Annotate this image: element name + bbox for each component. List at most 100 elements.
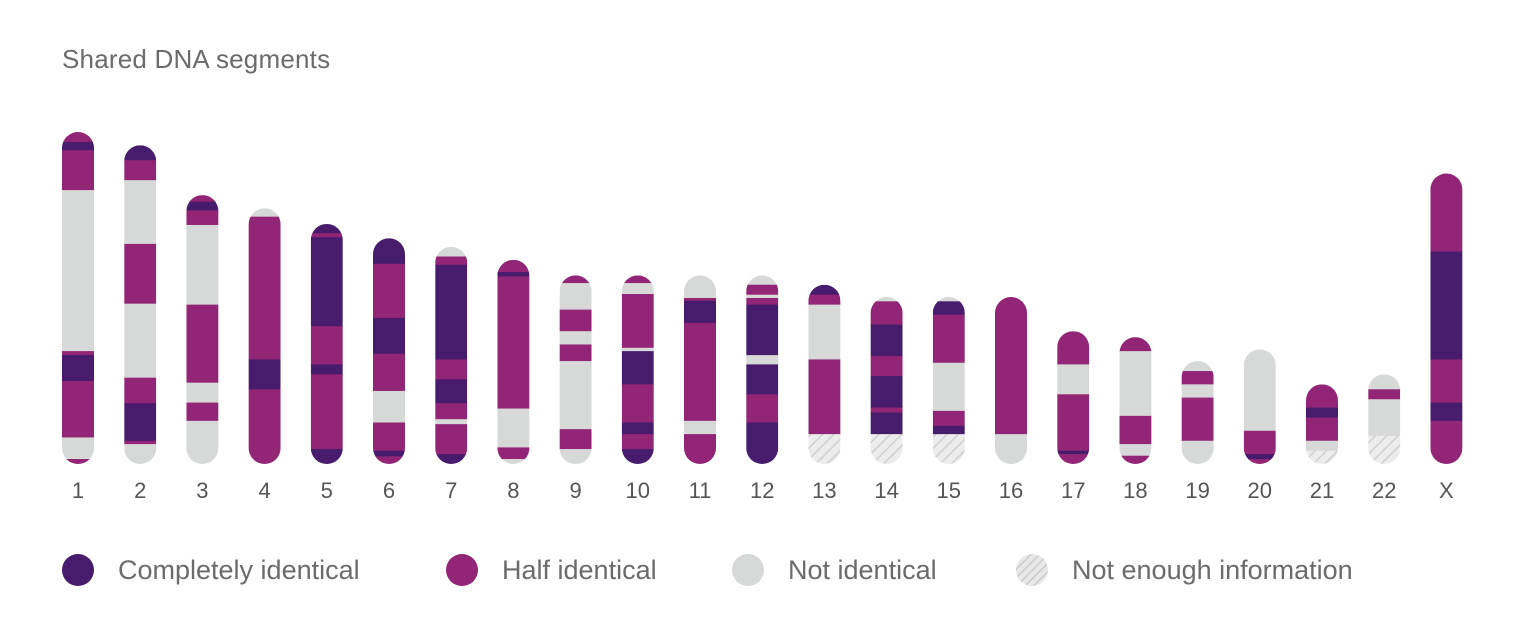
segment-not-identical bbox=[1181, 440, 1214, 464]
x-tick-label: 2 bbox=[134, 478, 146, 503]
legend-label: Completely identical bbox=[118, 554, 360, 585]
segment-not-identical bbox=[808, 304, 841, 360]
segment-half-identical bbox=[310, 374, 343, 450]
legend-swatch-not-enough-information bbox=[1016, 554, 1048, 586]
chromosome-2 bbox=[124, 145, 157, 464]
chromosome-8 bbox=[497, 259, 530, 464]
segment-half-identical bbox=[808, 294, 841, 306]
segment-half-identical bbox=[373, 422, 405, 452]
segment-not-enough-information bbox=[808, 434, 841, 464]
segment-not-identical bbox=[746, 294, 779, 299]
segment-half-identical bbox=[746, 284, 779, 296]
segment-not-identical bbox=[559, 449, 592, 465]
legend-label: Not enough information bbox=[1072, 554, 1353, 585]
segment-not-identical bbox=[559, 361, 592, 430]
segment-half-identical bbox=[373, 353, 405, 392]
segment-half-identical bbox=[1243, 430, 1276, 455]
chromosome-9 bbox=[559, 275, 592, 465]
x-tick-label: 17 bbox=[1061, 478, 1085, 503]
segment-completely-identical bbox=[310, 237, 343, 327]
legend-swatch-completely-identical bbox=[62, 554, 94, 586]
x-tick-label: 7 bbox=[445, 478, 457, 503]
segment-not-identical bbox=[870, 297, 903, 302]
segment-not-identical bbox=[1181, 361, 1214, 372]
segment-not-identical bbox=[435, 246, 468, 257]
segment-completely-identical bbox=[435, 264, 468, 360]
segment-half-identical bbox=[621, 384, 654, 423]
x-tick-label: 18 bbox=[1123, 478, 1147, 503]
segment-completely-identical bbox=[1057, 450, 1090, 455]
x-tick-label: 14 bbox=[874, 478, 898, 503]
segment-completely-identical bbox=[932, 301, 965, 315]
segment-completely-identical bbox=[621, 422, 654, 435]
segment-not-enough-information bbox=[870, 434, 903, 464]
segment-half-identical bbox=[62, 132, 94, 143]
segment-not-identical bbox=[1368, 374, 1401, 390]
segment-half-identical bbox=[1306, 417, 1338, 442]
x-tick-label: 10 bbox=[626, 478, 650, 503]
segment-half-identical bbox=[435, 256, 468, 266]
segment-completely-identical bbox=[435, 454, 468, 464]
segment-not-identical bbox=[124, 444, 157, 464]
segment-half-identical bbox=[497, 447, 530, 460]
x-tick-label: 13 bbox=[812, 478, 836, 503]
segment-not-identical bbox=[684, 275, 716, 299]
segment-completely-identical bbox=[684, 300, 716, 324]
x-tick-label: 9 bbox=[569, 478, 581, 503]
segment-half-identical bbox=[559, 275, 592, 284]
segment-not-identical bbox=[497, 408, 530, 448]
chromosome-21 bbox=[1306, 384, 1338, 465]
segment-completely-identical bbox=[373, 238, 405, 265]
segment-not-enough-information bbox=[1368, 435, 1401, 464]
segment-not-identical bbox=[932, 362, 965, 412]
segment-completely-identical bbox=[746, 364, 779, 395]
segment-not-identical bbox=[559, 283, 592, 311]
legend: Completely identical Half identical Not … bbox=[0, 548, 1522, 592]
legend-item-half-identical: Half identical bbox=[446, 548, 657, 592]
segment-completely-identical bbox=[124, 145, 157, 161]
segment-completely-identical bbox=[808, 284, 841, 296]
segment-completely-identical bbox=[870, 412, 903, 435]
segment-completely-identical bbox=[1430, 251, 1463, 360]
segment-not-identical bbox=[1368, 399, 1401, 437]
segment-half-identical bbox=[1430, 359, 1463, 403]
chromosome-1 bbox=[62, 132, 94, 464]
segment-completely-identical bbox=[497, 272, 530, 277]
segment-half-identical bbox=[62, 351, 94, 356]
segment-completely-identical bbox=[621, 351, 654, 385]
segment-not-identical bbox=[746, 355, 779, 365]
chromosome-15 bbox=[932, 297, 965, 464]
segment-completely-identical bbox=[124, 403, 157, 442]
segment-half-identical bbox=[186, 402, 219, 422]
legend-item-completely-identical: Completely identical bbox=[62, 548, 360, 592]
segment-not-identical bbox=[1057, 364, 1090, 395]
x-tick-label: 1 bbox=[72, 478, 84, 503]
segment-half-identical bbox=[995, 297, 1027, 435]
segment-half-identical bbox=[746, 298, 779, 306]
segment-completely-identical bbox=[932, 425, 965, 435]
segment-half-identical bbox=[248, 216, 281, 360]
segment-not-enough-information bbox=[1306, 450, 1338, 465]
segment-not-identical bbox=[62, 190, 94, 352]
chromosome-11 bbox=[684, 275, 716, 465]
segment-completely-identical bbox=[310, 449, 343, 464]
legend-swatch-half-identical bbox=[446, 554, 478, 586]
segment-not-identical bbox=[932, 297, 965, 302]
segment-half-identical bbox=[746, 394, 779, 423]
segment-completely-identical bbox=[870, 324, 903, 357]
segment-half-identical bbox=[1119, 415, 1152, 445]
segment-half-identical bbox=[124, 440, 157, 445]
segment-half-identical bbox=[1243, 459, 1276, 464]
chart-title: Shared DNA segments bbox=[62, 44, 331, 74]
x-tick-label: 20 bbox=[1248, 478, 1272, 503]
segment-half-identical bbox=[1181, 371, 1214, 385]
segment-half-identical bbox=[621, 434, 654, 450]
segment-not-identical bbox=[62, 437, 94, 460]
x-tick-label: 5 bbox=[321, 478, 333, 503]
segment-half-identical bbox=[1306, 384, 1338, 408]
legend-label: Half identical bbox=[502, 554, 657, 585]
segment-half-identical bbox=[435, 359, 468, 380]
segment-half-identical bbox=[497, 259, 530, 273]
segment-half-identical bbox=[62, 381, 94, 438]
segment-half-identical bbox=[62, 150, 94, 191]
